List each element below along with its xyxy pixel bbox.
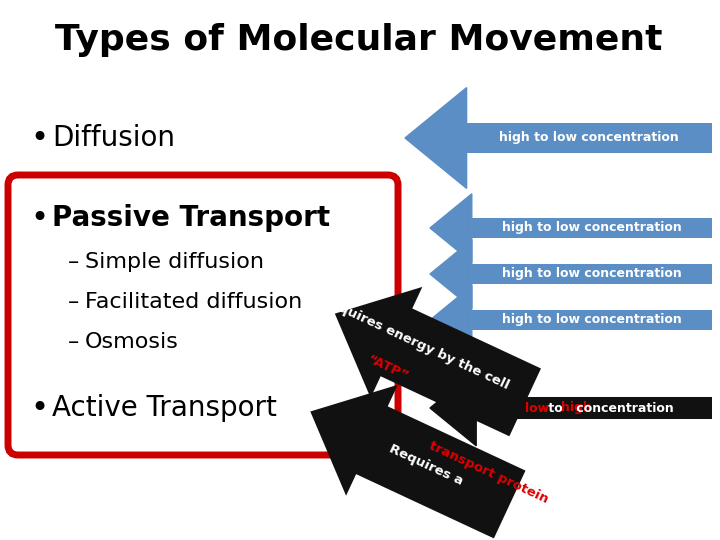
Text: to: to xyxy=(544,402,567,415)
Text: high to low concentration: high to low concentration xyxy=(502,221,682,234)
Text: Facilitated diffusion: Facilitated diffusion xyxy=(85,292,302,312)
Text: low: low xyxy=(525,402,549,415)
Text: •: • xyxy=(30,124,48,152)
Text: “ATP”: “ATP” xyxy=(365,353,410,383)
Text: high to low concentration: high to low concentration xyxy=(502,267,682,280)
Text: Simple diffusion: Simple diffusion xyxy=(85,252,264,272)
Text: •: • xyxy=(30,204,48,233)
Polygon shape xyxy=(430,240,472,308)
Text: high: high xyxy=(561,402,591,415)
FancyBboxPatch shape xyxy=(8,175,398,455)
Text: Osmosis: Osmosis xyxy=(85,332,179,352)
Polygon shape xyxy=(405,87,467,188)
Text: high to low concentration: high to low concentration xyxy=(502,314,682,327)
Text: •: • xyxy=(30,394,48,422)
Polygon shape xyxy=(335,287,541,436)
Polygon shape xyxy=(310,385,526,538)
Text: concentration: concentration xyxy=(572,402,674,415)
Bar xyxy=(472,218,712,238)
Text: –: – xyxy=(68,252,79,272)
Polygon shape xyxy=(430,370,476,446)
Text: Passive Transport: Passive Transport xyxy=(52,204,330,232)
Text: Requires a: Requires a xyxy=(387,442,469,490)
Text: Active Transport: Active Transport xyxy=(52,394,277,422)
Text: Requires energy by the cell: Requires energy by the cell xyxy=(319,294,511,393)
Bar xyxy=(476,397,712,419)
Text: –: – xyxy=(68,332,79,352)
Text: Diffusion: Diffusion xyxy=(52,124,175,152)
Text: high to low concentration: high to low concentration xyxy=(500,132,679,145)
Bar xyxy=(472,310,712,330)
Text: –: – xyxy=(68,292,79,312)
Bar xyxy=(467,124,712,153)
Bar xyxy=(472,264,712,284)
Polygon shape xyxy=(430,194,472,262)
Text: Types of Molecular Movement: Types of Molecular Movement xyxy=(55,23,662,57)
Text: transport protein: transport protein xyxy=(427,439,551,506)
Polygon shape xyxy=(430,286,472,354)
